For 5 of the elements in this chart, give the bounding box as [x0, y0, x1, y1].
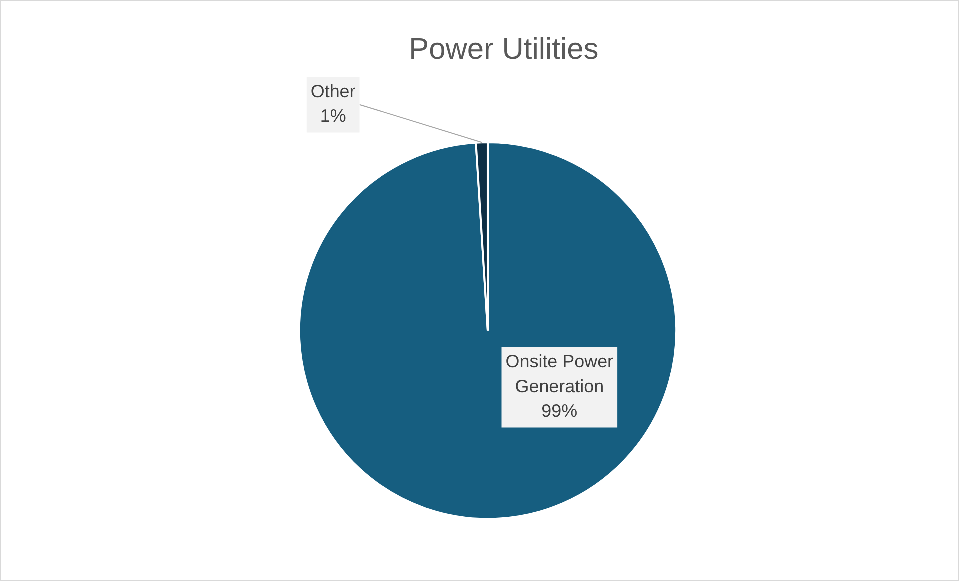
data-label: 1% — [320, 106, 346, 126]
slice-label: Onsite Power Generation — [506, 351, 614, 396]
data-label: 99% — [542, 401, 578, 422]
slice-label: Other — [310, 81, 356, 102]
chart-title: Power Utilities — [409, 33, 599, 66]
